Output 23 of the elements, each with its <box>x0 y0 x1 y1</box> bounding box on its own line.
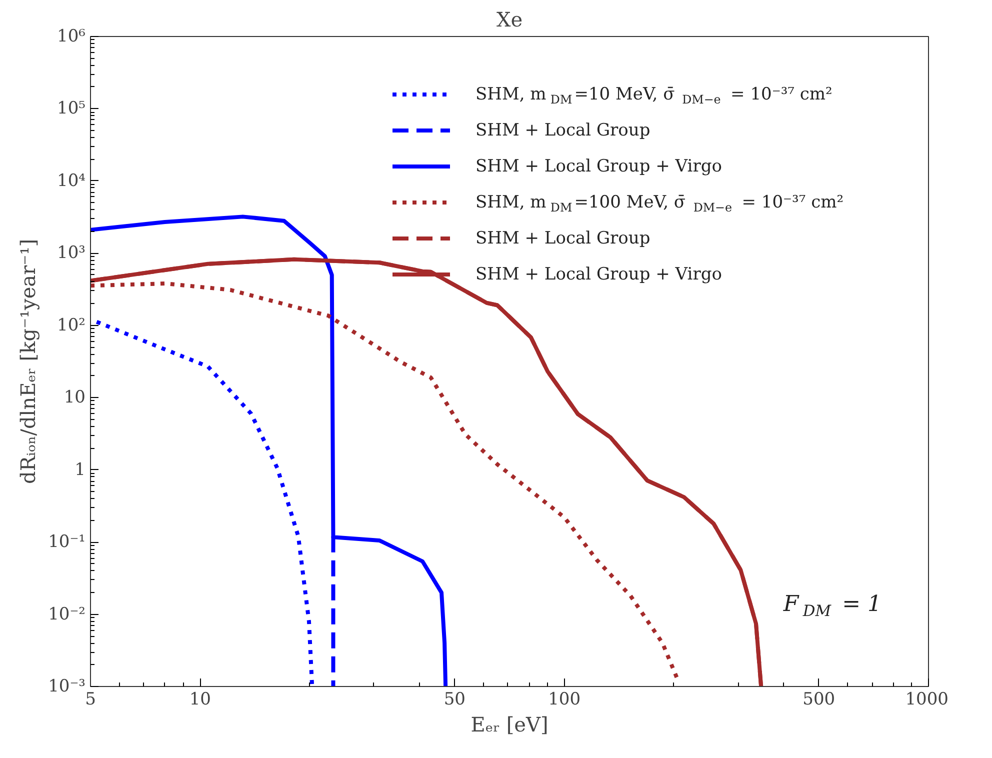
y-tick-label: 10 <box>64 388 86 408</box>
chart-title: Xe <box>496 8 523 32</box>
x-tick-label: 1000 <box>905 690 948 710</box>
legend-label: SHM + Local Group + Virgo <box>476 264 722 284</box>
legend-label: SHM + Local Group + Virgo <box>476 156 722 176</box>
y-tick-label: 10³ <box>57 243 86 264</box>
x-tick-label: 50 <box>444 690 466 710</box>
y-tick-label: 10⁻³ <box>48 676 86 696</box>
x-tick-label: 5 <box>85 690 96 710</box>
legend-label: SHM + Local Group <box>476 228 650 248</box>
legend-label: SHM + Local Group <box>476 120 650 140</box>
x-axis-title: Eₑᵣ [eV] <box>470 712 548 736</box>
y-tick-label: 10⁻¹ <box>48 532 86 552</box>
y-tick-label: 10⁴ <box>57 170 86 191</box>
y-tick-label: 10⁻² <box>48 604 86 624</box>
y-tick-label: 10² <box>57 315 86 336</box>
x-tick-label: 500 <box>802 690 836 710</box>
y-tick-label: 10⁵ <box>57 98 86 119</box>
y-tick-label: 10⁶ <box>57 26 86 46</box>
y-axis-title: dRᵢₒₙ/dlnEₑᵣ [kg⁻¹year⁻¹] <box>16 239 40 484</box>
x-tick-label: 100 <box>548 690 581 710</box>
y-tick-label: 1 <box>74 460 86 480</box>
x-tick-label: 10 <box>189 690 211 710</box>
